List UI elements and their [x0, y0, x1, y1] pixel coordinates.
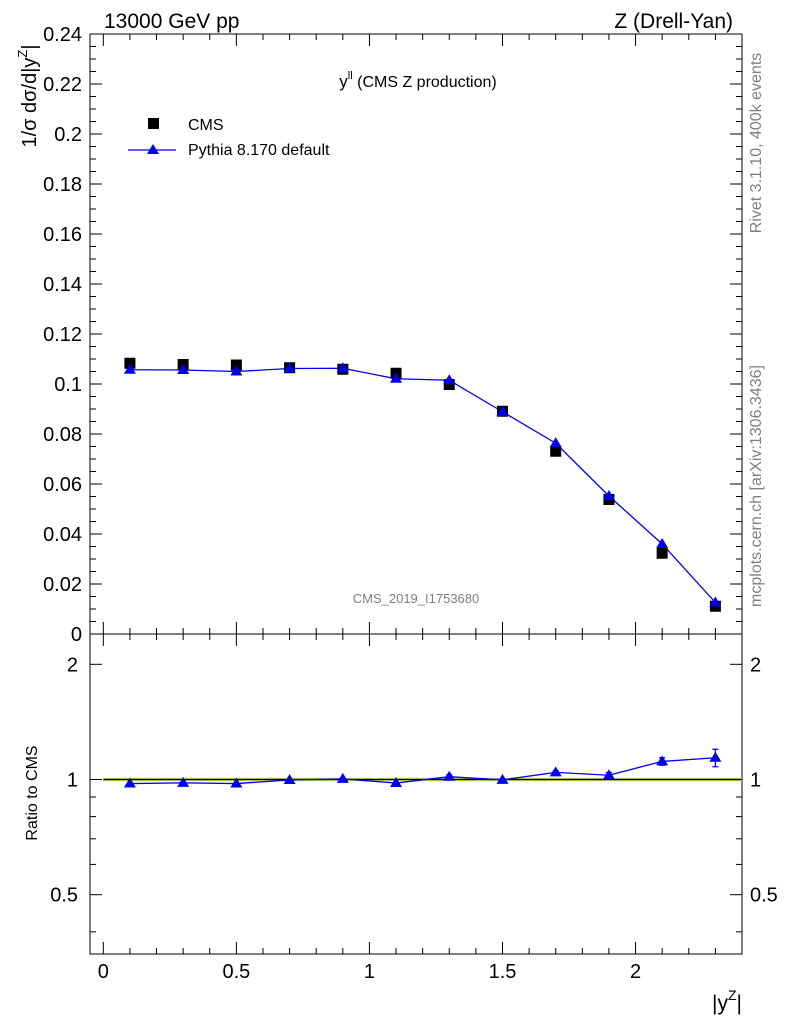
- axis-ticks: 0 0.5 1 1.5 2 0 0.02 0.04 0.06 0.08 0.1 0.12 0.14 0.1…: [43, 24, 778, 983]
- mc-data-point: [390, 372, 403, 383]
- mc-data-point: [443, 374, 456, 385]
- mc-data-point: [177, 364, 190, 374]
- ratio-data-point: [496, 773, 509, 784]
- y-tick-label: 0.24: [43, 24, 82, 46]
- ratio-y-tick-label-right: 0.5: [750, 885, 778, 907]
- mc-data-point: [230, 365, 243, 376]
- ratio-y-tick-label-right: 1: [750, 770, 761, 792]
- y-tick-label: 0.06: [43, 474, 82, 496]
- mc-data-point: [336, 362, 349, 373]
- x-tick-label: 2: [630, 961, 641, 983]
- y-tick-label: 0.04: [43, 524, 82, 546]
- ratio-data-point: [549, 766, 562, 777]
- y-tick-label: 0.1: [54, 374, 82, 396]
- y-tick-label: 0.14: [43, 274, 82, 296]
- ratio-data-point: [656, 755, 669, 766]
- y-tick-label: 0.18: [43, 174, 82, 196]
- x-tick-label: 0: [98, 961, 109, 983]
- mc-data-point: [496, 405, 509, 416]
- mc-data-point: [123, 363, 136, 374]
- mcplots-label: mcplots.cern.ch [arXiv:1306.3436]: [748, 365, 765, 607]
- x-tick-label: 0.5: [222, 961, 250, 983]
- mc-data-point: [709, 596, 722, 607]
- legend-data-label: CMS: [188, 117, 224, 134]
- legend-mc-marker: [147, 144, 159, 154]
- x-tick-label: 1.5: [489, 961, 517, 983]
- ratio-y-tick-label-right: 2: [750, 654, 761, 676]
- cms-data-point: [124, 357, 136, 369]
- ratio-data-point: [230, 777, 243, 788]
- header-left: 13000 GeV pp: [104, 10, 239, 33]
- y-tick-label: 0.12: [43, 324, 82, 346]
- ratio-data-point: [177, 776, 190, 787]
- y-tick-label: 0.16: [43, 224, 82, 246]
- y-tick-label: 0: [71, 624, 82, 646]
- plot-title: yll (CMS Z production): [339, 70, 496, 91]
- analysis-label: CMS_2019_I1753680: [353, 591, 480, 606]
- ratio-data-point: [390, 777, 403, 788]
- mc-data-point: [283, 362, 296, 373]
- ratio-y-tick-label: 2: [67, 654, 78, 676]
- y-tick-label: 0.2: [54, 124, 82, 146]
- ratio-data-point: [336, 772, 349, 783]
- cms-data-point: [230, 359, 242, 371]
- ratio-y-tick-label: 0.5: [50, 885, 78, 907]
- mc-data-point: [549, 437, 562, 448]
- mc-data-point: [656, 538, 669, 548]
- x-axis-label: |yZ|: [712, 987, 742, 1015]
- y-axis-label: 1/σ dσ/d|yZ|: [15, 44, 41, 147]
- cms-data-point: [656, 547, 668, 559]
- ratio-data-point: [283, 774, 296, 785]
- ratio-y-axis-label: Ratio to CMS: [24, 745, 41, 840]
- mc-series-line: [129, 367, 716, 603]
- ratio-data-point: [709, 751, 722, 762]
- cms-data-point: [550, 445, 562, 457]
- ratio-marks: [123, 748, 722, 788]
- y-tick-label: 0.02: [43, 574, 82, 596]
- x-tick-label: 1: [364, 961, 375, 983]
- cms-data-point: [443, 379, 455, 390]
- ratio-data-point: [443, 770, 456, 781]
- legend-mc-label: Pythia 8.170 default: [188, 142, 330, 159]
- ratio-series-line: [129, 757, 716, 785]
- legend-data-marker: [148, 118, 159, 129]
- header-right: Z (Drell-Yan): [614, 10, 733, 33]
- ratio-y-tick-label: 1: [67, 770, 78, 792]
- ratio-data-point: [602, 769, 615, 780]
- y-tick-label: 0.22: [43, 74, 82, 96]
- ratio-panel-frame: [89, 633, 743, 955]
- rivet-label: Rivet 3.1.10, 400k events: [748, 53, 765, 234]
- ratio-data-point: [123, 777, 136, 788]
- mc-data-point: [602, 490, 615, 500]
- main-marks: [123, 357, 722, 612]
- y-tick-label: 0.08: [43, 424, 82, 446]
